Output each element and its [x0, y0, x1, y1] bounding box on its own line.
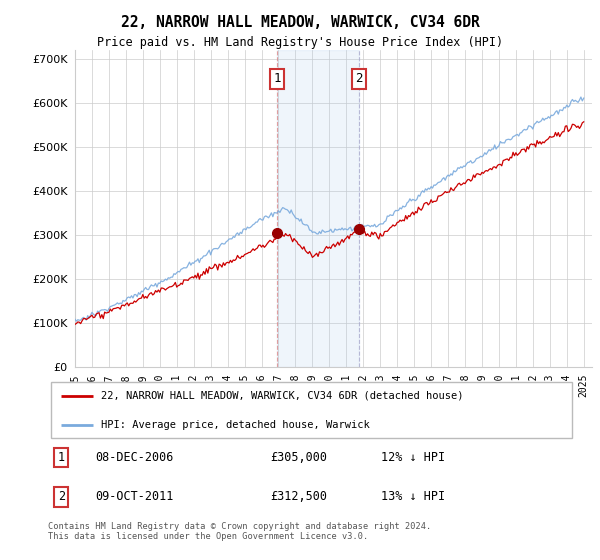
Text: Contains HM Land Registry data © Crown copyright and database right 2024.
This d: Contains HM Land Registry data © Crown c… [48, 522, 431, 542]
Text: 1: 1 [274, 72, 281, 85]
Text: 2: 2 [58, 491, 65, 503]
Text: 09-OCT-2011: 09-OCT-2011 [95, 491, 174, 503]
Text: 1: 1 [58, 451, 65, 464]
Text: 08-DEC-2006: 08-DEC-2006 [95, 451, 174, 464]
Bar [277, 50, 359, 367]
FancyBboxPatch shape [50, 382, 572, 438]
Text: HPI: Average price, detached house, Warwick: HPI: Average price, detached house, Warw… [101, 420, 370, 430]
Text: 22, NARROW HALL MEADOW, WARWICK, CV34 6DR: 22, NARROW HALL MEADOW, WARWICK, CV34 6D… [121, 15, 479, 30]
Text: 13% ↓ HPI: 13% ↓ HPI [380, 491, 445, 503]
Text: 22, NARROW HALL MEADOW, WARWICK, CV34 6DR (detached house): 22, NARROW HALL MEADOW, WARWICK, CV34 6D… [101, 390, 463, 400]
Text: £312,500: £312,500 [270, 491, 327, 503]
Text: £305,000: £305,000 [270, 451, 327, 464]
Text: 12% ↓ HPI: 12% ↓ HPI [380, 451, 445, 464]
Text: 2: 2 [355, 72, 363, 85]
Text: Price paid vs. HM Land Registry's House Price Index (HPI): Price paid vs. HM Land Registry's House … [97, 36, 503, 49]
